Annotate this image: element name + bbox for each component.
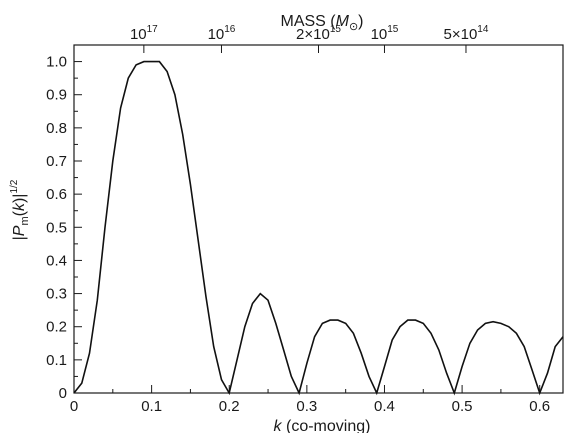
x-tick-label: 0.5	[452, 398, 473, 415]
y-tick-label: 0.8	[46, 120, 67, 137]
x-tick-label: 0.6	[529, 398, 550, 415]
y-tick-label: 0	[59, 385, 67, 402]
top-tick-label: 5×1014	[444, 24, 489, 43]
x-axis-title: k (co-moving)	[274, 418, 371, 433]
plot-frame	[73, 44, 564, 394]
y-tick-label: 0.1	[46, 352, 67, 369]
y-tick-label: 0.3	[46, 286, 67, 303]
y-tick-label: 0.9	[46, 87, 67, 104]
top-axis-title: MASS (M⊙)	[281, 13, 364, 33]
x-axis: 0 0.1 0.2 0.3 0.4 0.5 0.6	[70, 385, 550, 415]
y-axis: 0 0.1 0.2 0.3 0.4 0.5 0.6 0.7 0.8 0.9 1.0	[46, 44, 82, 402]
top-tick-label: 1016	[208, 24, 236, 43]
y-tick-label: 1.0	[46, 54, 67, 71]
y-axis-title: |Pm(k)|1/2	[9, 179, 31, 240]
series-line	[73, 60, 564, 396]
y-tick-label: 0.6	[46, 186, 67, 203]
top-tick-label: 1015	[371, 24, 399, 43]
top-tick-label: 1017	[130, 24, 158, 43]
y-tick-label: 0.5	[46, 219, 67, 236]
y-tick-label: 0.2	[46, 319, 67, 336]
y-tick-label: 0.4	[46, 252, 67, 269]
x-tick-label: 0.2	[219, 398, 240, 415]
x-tick-label: 0	[70, 398, 78, 415]
plot-area-border	[73, 44, 564, 394]
x-tick-label: 0.3	[296, 398, 317, 415]
x-tick-label: 0.4	[374, 398, 395, 415]
series	[73, 60, 564, 396]
y-tick-label: 0.7	[46, 153, 67, 170]
x-tick-label: 0.1	[141, 398, 162, 415]
